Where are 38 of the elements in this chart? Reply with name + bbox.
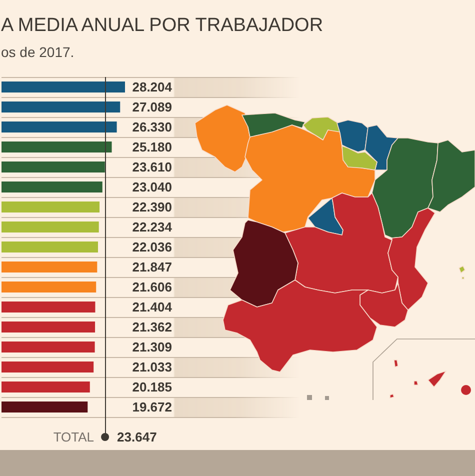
bar: [2, 142, 112, 152]
bar: [2, 362, 94, 372]
data-label: 22.036: [132, 240, 172, 254]
data-label: 21.847: [132, 260, 172, 274]
data-label: 21.309: [132, 340, 172, 354]
bar: [2, 202, 100, 212]
ref-line-label: TOTAL: [53, 430, 94, 444]
bar: [2, 262, 98, 272]
bar: [2, 382, 90, 392]
data-label: 21.033: [132, 360, 172, 374]
data-label: 25.180: [132, 140, 172, 154]
bar: [2, 322, 96, 332]
data-label: 21.404: [132, 300, 173, 314]
chart-subtitle: os de 2017.: [1, 44, 74, 60]
bar: [2, 182, 102, 192]
data-label: 27.089: [132, 100, 172, 114]
data-label: 23.040: [132, 180, 172, 194]
data-label: 22.390: [132, 200, 172, 214]
data-label: 19.672: [132, 400, 172, 414]
data-label: 20.185: [132, 380, 172, 394]
bar: [2, 122, 117, 132]
data-label: 23.610: [132, 160, 172, 174]
bar: [2, 282, 96, 292]
data-label: 22.234: [132, 220, 173, 234]
bar: [2, 102, 120, 112]
data-label: 21.606: [132, 280, 172, 294]
data-label: 28.204: [132, 80, 173, 94]
data-label: 26.330: [132, 120, 172, 134]
data-label: 21.362: [132, 320, 172, 334]
bar: [2, 162, 105, 172]
bar: [2, 342, 95, 352]
bar: [2, 82, 125, 92]
bar: [2, 222, 99, 232]
chart-title: A MEDIA ANUAL POR TRABAJADOR: [1, 15, 324, 36]
bar: [2, 242, 98, 252]
bar: [2, 402, 88, 412]
annotation: 23.647: [117, 430, 157, 444]
bar: [2, 302, 96, 312]
